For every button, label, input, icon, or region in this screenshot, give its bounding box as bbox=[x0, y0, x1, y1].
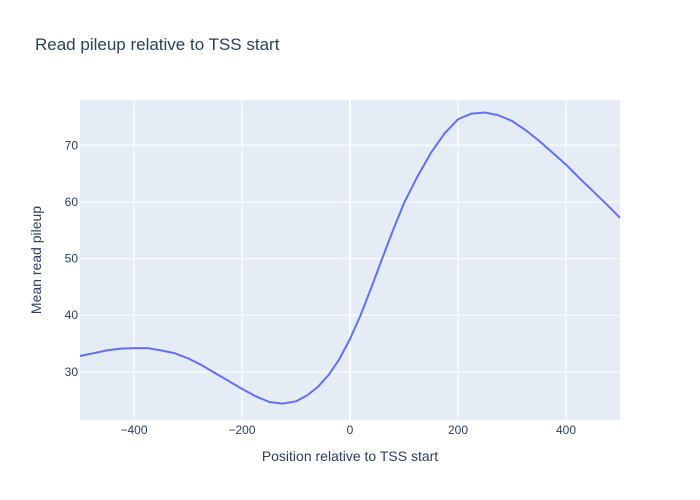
y-tick-label: 40 bbox=[65, 308, 79, 322]
x-tick-label: 400 bbox=[556, 423, 576, 437]
y-tick-label: 50 bbox=[65, 252, 79, 266]
x-tick-label: −400 bbox=[120, 423, 147, 437]
x-tick-label: 200 bbox=[448, 423, 468, 437]
chart-title: Read pileup relative to TSS start bbox=[35, 35, 280, 54]
gridlines bbox=[80, 100, 620, 420]
y-tick-label: 30 bbox=[65, 365, 79, 379]
x-tick-label: 0 bbox=[347, 423, 354, 437]
x-axis-label: Position relative to TSS start bbox=[262, 448, 438, 464]
y-axis-ticks: 30 40 50 60 70 bbox=[65, 138, 79, 379]
y-axis-label: Mean read pileup bbox=[28, 206, 44, 314]
y-tick-label: 70 bbox=[65, 138, 79, 152]
x-tick-label: −200 bbox=[228, 423, 255, 437]
x-axis-ticks: −400 −200 0 200 400 bbox=[120, 423, 576, 437]
series-line bbox=[79, 111, 621, 405]
y-tick-label: 60 bbox=[65, 195, 79, 209]
